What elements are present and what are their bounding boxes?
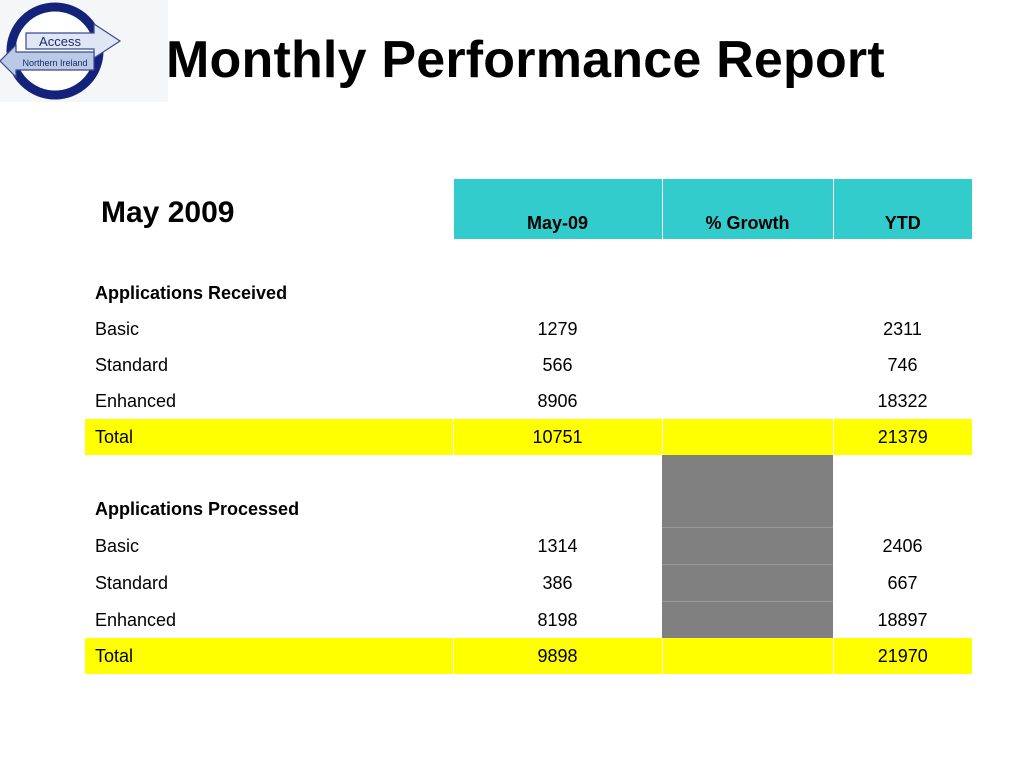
header-blank-cell [85,179,453,239]
logo-text-access: Access [39,34,81,49]
table-row: Standard 566 746 [85,347,972,383]
row-label: Enhanced [95,391,177,411]
column-header-growth: % Growth [661,179,833,239]
performance-table: May-09 % Growth YTD Applications Receive… [85,179,972,674]
growth-value [662,383,833,419]
row-label: Enhanced [95,609,177,630]
page-title: Monthly Performance Report [166,31,885,89]
growth-value [662,564,833,602]
column-header-month: May-09 [452,179,662,239]
ytd-value: 746 [887,355,918,375]
table-row: Basic 1279 2311 [85,311,972,347]
row-label: Standard [95,355,169,375]
spacer-row [85,239,972,275]
logo-text-northern-ireland: Northern Ireland [22,58,87,68]
total-label: Total [85,419,453,455]
growth-value [662,311,833,347]
total-growth-value [661,419,833,455]
month-value: 1314 [537,536,578,556]
row-label: Basic [95,536,140,556]
growth-value [662,601,833,638]
table-row: Standard 386 667 [85,564,972,602]
column-header-ytd: YTD [832,179,972,239]
section-heading-row: Applications Received [85,275,972,311]
ytd-value: 18897 [877,609,928,630]
ytd-value: 2406 [882,536,923,556]
ytd-value: 18322 [877,391,928,411]
total-growth-value [661,638,833,674]
access-ni-logo: Access Northern Ireland [0,0,168,102]
table-row: Enhanced 8906 18322 [85,383,972,419]
total-month-value: 10751 [452,419,662,455]
total-ytd-value: 21379 [832,419,972,455]
report-period: May 2009 [101,196,235,229]
row-label: Standard [95,573,169,593]
total-label: Total [85,638,453,674]
month-value: 1279 [537,319,578,339]
total-ytd-value: 21970 [832,638,972,674]
shaded-cell [662,455,833,491]
table-row: Basic 1314 2406 [85,527,972,565]
total-row-processed: Total 9898 21970 [85,638,972,674]
ytd-value: 2311 [883,319,922,339]
table-row: Enhanced 8198 18897 [85,601,972,638]
logo-graphic: Access Northern Ireland [0,2,122,100]
section-heading-received: Applications Received [95,283,288,303]
month-value: 8198 [537,609,578,630]
month-value: 566 [542,355,573,375]
shaded-cell [662,491,833,528]
month-value: 386 [542,573,573,593]
section-heading-processed: Applications Processed [95,499,300,520]
table-header-row: May-09 % Growth YTD [85,179,972,239]
growth-value [662,527,833,565]
total-row-received: Total 10751 21379 [85,419,972,455]
month-value: 8906 [537,391,578,411]
row-label: Basic [95,319,140,339]
total-month-value: 9898 [452,638,662,674]
ytd-value: 667 [887,573,918,593]
section-heading-row: Applications Processed [85,491,972,528]
spacer-row [85,455,972,491]
growth-value [662,347,833,383]
